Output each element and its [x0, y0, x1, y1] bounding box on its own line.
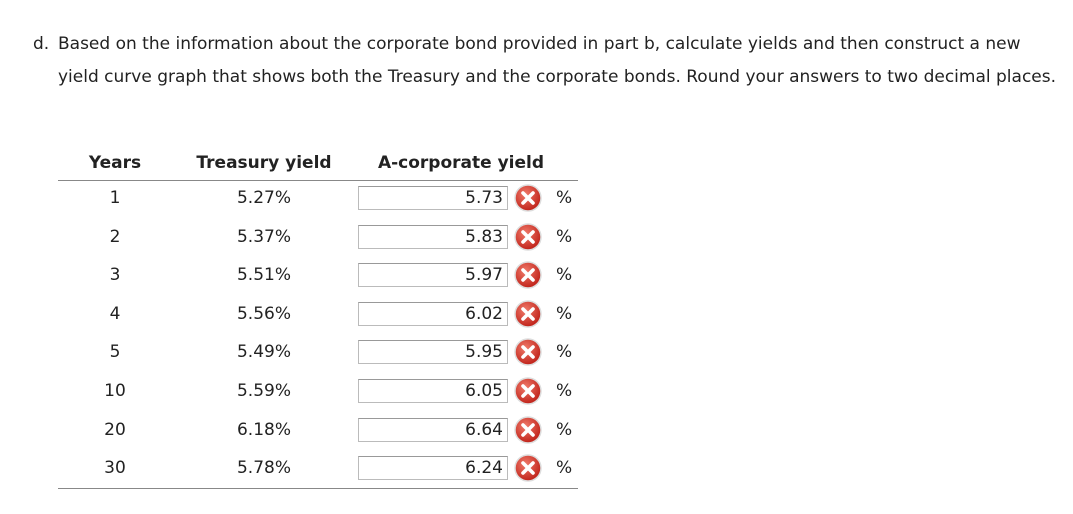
years: 1 [109, 188, 121, 208]
unit: % [556, 381, 573, 401]
question: d. Based on the information about the cor… [33, 28, 1063, 94]
treasury-yield: 5.27% [236, 188, 291, 208]
years: 30 [104, 458, 126, 479]
unit: % [556, 342, 573, 363]
unit: % [556, 188, 573, 208]
corporate-yield-input[interactable]: 6.64 [358, 417, 508, 442]
unit: % [556, 226, 573, 247]
treasury-yield: 5.78% [236, 458, 291, 479]
incorrect-icon [514, 184, 542, 212]
unit: % [556, 265, 573, 286]
column-header: Treasury yield [196, 153, 332, 173]
corporate-yield-input[interactable]: 5.97 [358, 263, 508, 288]
question-text: Based on the information about the corpo… [58, 34, 1057, 87]
unit: % [556, 303, 573, 324]
years: 10 [104, 381, 126, 401]
years: 2 [109, 226, 121, 247]
incorrect-icon [514, 338, 542, 367]
header-rule [58, 180, 578, 181]
corporate-yield-input[interactable]: 5.95 [358, 340, 508, 365]
corporate-yield-input[interactable]: 6.02 [358, 301, 508, 326]
incorrect-icon [514, 300, 542, 328]
corporate-yield-input[interactable]: 6.05 [358, 379, 508, 403]
incorrect-icon [514, 222, 542, 251]
unit: % [556, 458, 573, 479]
treasury-yield: 5.56% [236, 303, 291, 324]
incorrect-icon [514, 415, 542, 444]
unit: % [556, 419, 573, 440]
treasury-yield: 5.59% [236, 381, 291, 401]
years: 5 [109, 342, 121, 363]
corporate-yield-input[interactable]: 5.73 [358, 186, 508, 210]
incorrect-icon [514, 261, 542, 289]
years: 4 [109, 303, 121, 324]
column-header: Years [88, 153, 142, 173]
corporate-yield-input[interactable]: 6.24 [358, 456, 508, 481]
treasury-yield: 5.51% [236, 265, 291, 286]
incorrect-icon [514, 454, 542, 482]
bottom-rule [58, 488, 578, 489]
years: 3 [109, 265, 121, 286]
column-header: A-corporate yield [377, 153, 545, 173]
treasury-yield: 6.18% [236, 419, 291, 440]
question-prefix: d. [33, 34, 50, 54]
treasury-yield: 5.37% [236, 226, 291, 247]
corporate-yield-input[interactable]: 5.83 [358, 224, 508, 249]
treasury-yield: 5.49% [236, 342, 291, 363]
years: 20 [104, 419, 126, 440]
incorrect-icon [514, 377, 542, 405]
